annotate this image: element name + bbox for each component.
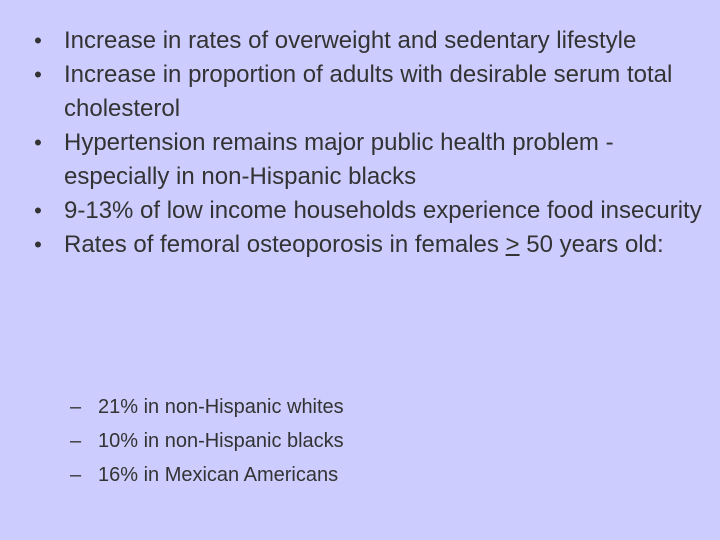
bullet-text-before: Rates of femoral osteoporosis in females: [64, 231, 506, 258]
bullet-item: • Hypertension remains major public heal…: [28, 126, 708, 194]
sub-bullet-text: 10% in non-Hispanic blacks: [98, 430, 344, 452]
dash-marker: –: [70, 396, 82, 418]
sub-bullet-list: – 21% in non-Hispanic whites – 10% in no…: [70, 390, 670, 492]
sub-bullet-text: 16% in Mexican Americans: [98, 464, 339, 486]
bullet-text: Increase in proportion of adults with de…: [64, 61, 673, 122]
bullet-text-after: 50 years old:: [519, 231, 664, 258]
bullet-text: Hypertension remains major public health…: [64, 129, 614, 190]
sub-bullet-text: 21% in non-Hispanic whites: [98, 396, 344, 418]
bullet-marker: •: [34, 198, 42, 223]
bullet-text: 9-13% of low income households experienc…: [64, 197, 702, 224]
bullet-item: • 9-13% of low income households experie…: [28, 194, 708, 228]
bullet-marker: •: [34, 62, 42, 87]
bullet-item: • Rates of femoral osteoporosis in femal…: [28, 228, 708, 262]
bullet-marker: •: [34, 28, 42, 53]
dash-marker: –: [70, 464, 82, 486]
bullet-list: • Increase in rates of overweight and se…: [28, 24, 708, 262]
dash-marker: –: [70, 430, 82, 452]
sub-bullet-item: – 16% in Mexican Americans: [70, 458, 670, 492]
sub-bullet-item: – 10% in non-Hispanic blacks: [70, 424, 670, 458]
bullet-marker: •: [34, 232, 42, 257]
bullet-marker: •: [34, 130, 42, 155]
bullet-item: • Increase in proportion of adults with …: [28, 58, 708, 126]
bullet-text: Increase in rates of overweight and sede…: [64, 27, 637, 54]
bullet-item: • Increase in rates of overweight and se…: [28, 24, 708, 58]
sub-bullet-item: – 21% in non-Hispanic whites: [70, 390, 670, 424]
greater-equal-symbol: >: [505, 231, 520, 258]
bullet-text: Rates of femoral osteoporosis in females…: [64, 231, 664, 258]
